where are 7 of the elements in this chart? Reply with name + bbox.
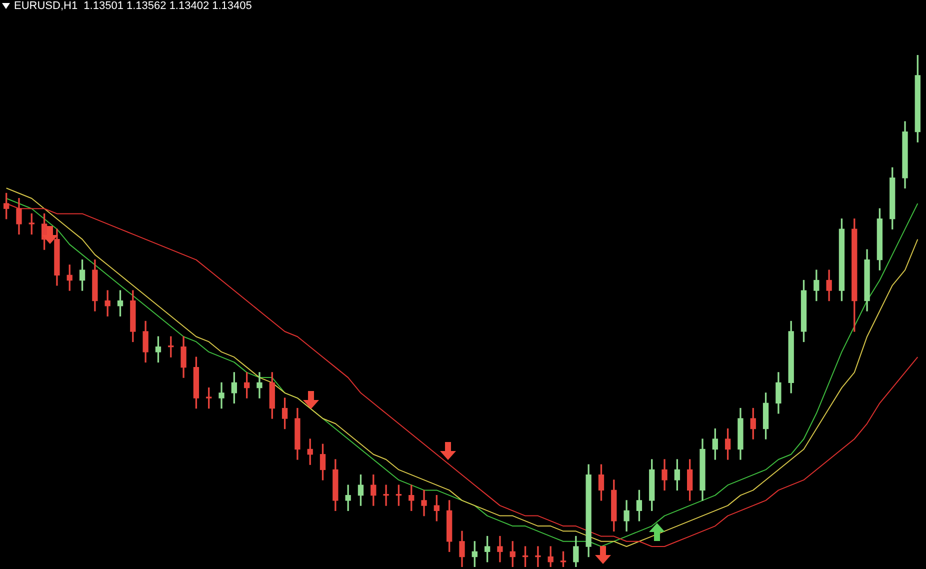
candlestick [497, 536, 503, 562]
chart-title: EURUSD,H1 1.13501 1.13562 1.13402 1.13405 [14, 0, 252, 12]
candlestick [421, 490, 427, 516]
candlestick [383, 484, 389, 506]
candlestick [535, 546, 541, 567]
candlestick [218, 382, 224, 409]
candlestick [256, 372, 262, 398]
